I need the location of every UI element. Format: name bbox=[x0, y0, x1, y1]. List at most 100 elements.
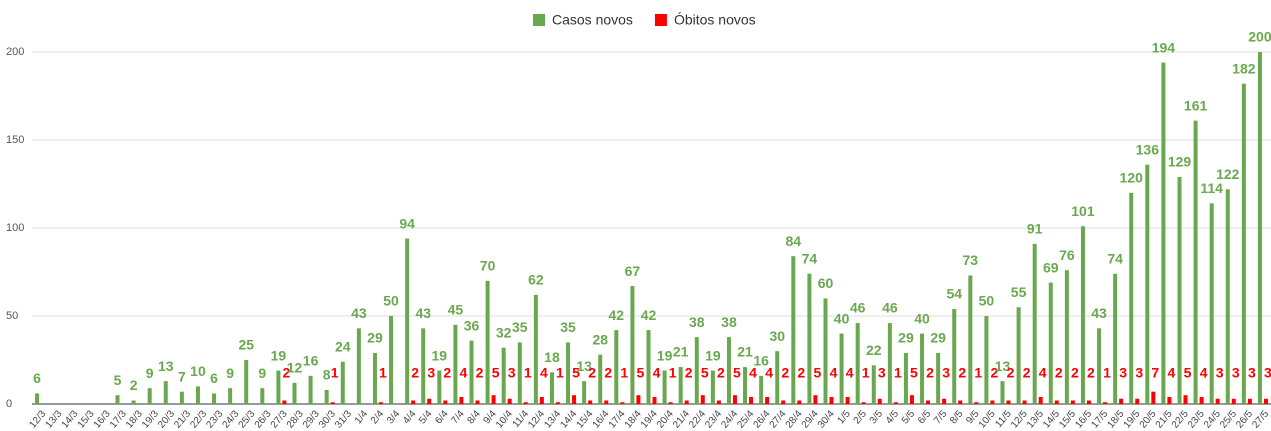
x-tick-label: 3/5 bbox=[868, 408, 886, 426]
bar bbox=[411, 400, 416, 404]
x-tick-label: 15/5 bbox=[1057, 408, 1078, 430]
bar bbox=[893, 402, 898, 404]
value-label: 84 bbox=[786, 233, 802, 249]
value-label: 18 bbox=[544, 349, 560, 365]
value-label: 70 bbox=[480, 258, 496, 274]
bar bbox=[903, 352, 908, 404]
value-label: 91 bbox=[1027, 221, 1043, 237]
value-label: 12 bbox=[287, 360, 303, 376]
x-tick-label: 26/3 bbox=[253, 408, 274, 430]
bar bbox=[781, 400, 786, 404]
bar bbox=[845, 396, 850, 404]
value-label: 38 bbox=[721, 314, 737, 330]
x-tick-label: 13/4 bbox=[542, 408, 563, 430]
value-label: 19 bbox=[657, 347, 673, 363]
x-tick-label: 17/3 bbox=[108, 408, 129, 430]
value-label: 161 bbox=[1184, 97, 1208, 113]
bar bbox=[555, 402, 560, 404]
bar bbox=[115, 395, 120, 404]
x-tick-label: 30/3 bbox=[317, 408, 338, 430]
x-tick-label: 27/4 bbox=[768, 408, 789, 430]
x-tick-label: 31/3 bbox=[333, 408, 354, 430]
bar bbox=[974, 402, 979, 404]
value-label: 43 bbox=[1091, 305, 1107, 321]
bar bbox=[485, 280, 490, 404]
value-label: 76 bbox=[1059, 247, 1075, 263]
x-tick-label: 7/4 bbox=[449, 408, 467, 426]
x-tick-label: 30/4 bbox=[816, 408, 837, 430]
bar bbox=[887, 323, 892, 404]
value-label: 13 bbox=[576, 358, 592, 374]
value-label: 114 bbox=[1200, 180, 1223, 196]
bar bbox=[1097, 328, 1102, 404]
bar bbox=[1199, 396, 1204, 404]
bar bbox=[636, 395, 641, 404]
x-tick-label: 27/3 bbox=[269, 408, 290, 430]
value-label: 4 bbox=[653, 365, 661, 381]
value-label: 194 bbox=[1152, 39, 1176, 55]
value-label: 16 bbox=[303, 353, 319, 369]
bar bbox=[572, 395, 577, 404]
value-label: 5 bbox=[114, 372, 122, 388]
bar bbox=[1209, 203, 1214, 404]
bar bbox=[1054, 400, 1059, 404]
value-label: 1 bbox=[524, 365, 532, 381]
value-label: 2 bbox=[958, 365, 966, 381]
value-label: 54 bbox=[946, 286, 962, 302]
bar bbox=[1241, 83, 1246, 405]
value-label: 94 bbox=[399, 215, 415, 231]
bar bbox=[694, 337, 699, 404]
bar bbox=[1022, 400, 1027, 404]
value-label: 4 bbox=[1200, 365, 1208, 381]
x-tick-label: 19/5 bbox=[1122, 408, 1143, 430]
x-tick-label: 28/3 bbox=[285, 408, 306, 430]
value-label: 60 bbox=[818, 275, 834, 291]
bar bbox=[614, 330, 619, 404]
x-tick-label: 23/3 bbox=[204, 408, 225, 430]
bar bbox=[35, 393, 40, 404]
bar bbox=[389, 316, 394, 404]
x-tick-label: 19/4 bbox=[639, 408, 660, 430]
value-label: 45 bbox=[448, 302, 464, 318]
value-label: 3 bbox=[1264, 365, 1271, 381]
bar bbox=[765, 396, 770, 404]
x-tick-label: 19/3 bbox=[140, 408, 161, 430]
bar bbox=[582, 381, 587, 404]
bar bbox=[356, 328, 361, 404]
bar bbox=[1119, 398, 1124, 404]
value-label: 43 bbox=[351, 305, 367, 321]
value-label: 2 bbox=[991, 365, 999, 381]
bar bbox=[443, 400, 448, 404]
value-label: 38 bbox=[689, 314, 705, 330]
bar bbox=[1161, 62, 1166, 405]
bar bbox=[829, 396, 834, 404]
x-tick-label: 13/5 bbox=[1025, 408, 1046, 430]
bar bbox=[1048, 282, 1053, 404]
x-tick-label: 26/4 bbox=[752, 408, 773, 430]
x-tick-label: 6/4 bbox=[433, 408, 451, 426]
x-tick-label: 29/3 bbox=[301, 408, 322, 430]
y-tick-label: 0 bbox=[6, 398, 12, 410]
value-label: 2 bbox=[926, 365, 934, 381]
x-tick-label: 20/5 bbox=[1138, 408, 1159, 430]
value-label: 5 bbox=[572, 365, 580, 381]
bar bbox=[131, 400, 136, 404]
value-label: 73 bbox=[963, 252, 979, 268]
value-label: 4 bbox=[749, 365, 757, 381]
value-label: 24 bbox=[335, 338, 351, 354]
x-tick-label: 11/5 bbox=[993, 408, 1014, 430]
bar bbox=[163, 381, 168, 404]
value-label: 22 bbox=[866, 342, 882, 358]
bar bbox=[855, 323, 860, 404]
x-tick-label: 24/3 bbox=[221, 408, 242, 430]
x-tick-label: 12/3 bbox=[27, 408, 48, 430]
bar bbox=[990, 400, 995, 404]
value-label: 42 bbox=[609, 307, 625, 323]
value-label: 3 bbox=[1216, 365, 1224, 381]
bar bbox=[1070, 400, 1075, 404]
value-label: 120 bbox=[1120, 170, 1144, 186]
bar bbox=[212, 393, 217, 404]
x-tick-label: 10/4 bbox=[494, 408, 515, 430]
value-label: 6 bbox=[210, 370, 218, 386]
bar bbox=[926, 400, 931, 404]
